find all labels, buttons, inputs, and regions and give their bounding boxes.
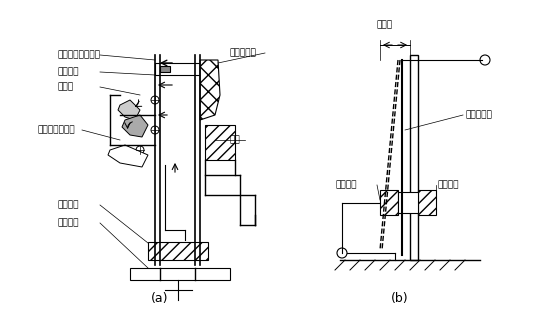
- Text: バイメタル: バイメタル: [465, 111, 492, 119]
- Bar: [398, 192, 418, 213]
- Text: 可動鉄心: 可動鉄心: [335, 180, 356, 190]
- Bar: [160, 66, 170, 72]
- Bar: [380, 190, 398, 215]
- Text: (b): (b): [391, 292, 409, 305]
- Text: 固定鉄心: 固定鉄心: [58, 219, 79, 227]
- Polygon shape: [108, 145, 148, 167]
- Bar: [130, 268, 230, 280]
- Text: トリップシャフト: トリップシャフト: [58, 50, 101, 60]
- Text: フック: フック: [58, 83, 74, 91]
- Polygon shape: [200, 60, 220, 120]
- Text: フック受: フック受: [58, 67, 79, 77]
- Bar: [418, 190, 436, 215]
- Polygon shape: [118, 100, 140, 120]
- Text: 端子: 端子: [230, 135, 241, 145]
- Text: (a): (a): [151, 292, 168, 305]
- Bar: [205, 125, 235, 160]
- Bar: [148, 242, 208, 260]
- Text: バイメタル: バイメタル: [230, 49, 257, 58]
- Bar: [155, 63, 200, 75]
- Bar: [410, 55, 418, 260]
- Text: 固定鉄心: 固定鉄心: [438, 180, 460, 190]
- Text: わん曲: わん曲: [377, 20, 393, 30]
- Polygon shape: [122, 115, 148, 137]
- Text: 可動鉄心: 可動鉄心: [58, 201, 79, 209]
- Text: トリップレバー: トリップレバー: [38, 125, 76, 135]
